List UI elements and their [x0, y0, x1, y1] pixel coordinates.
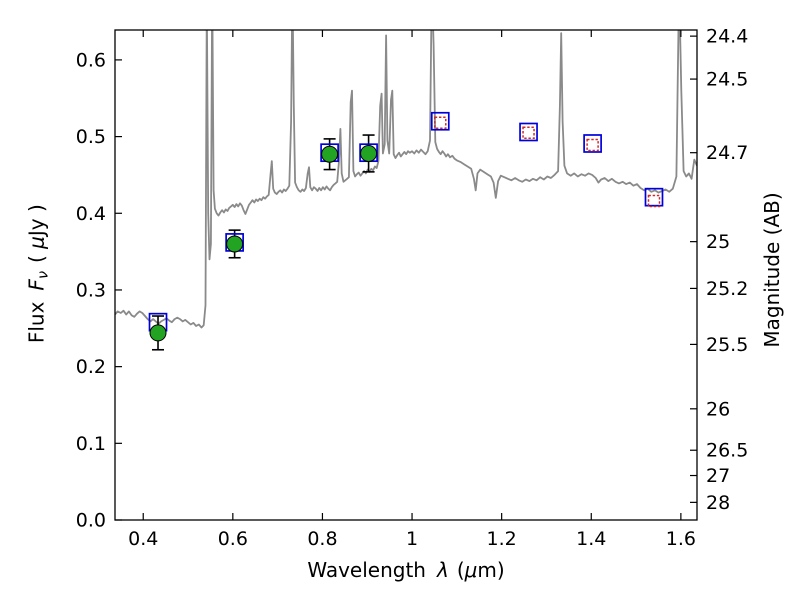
x-tick-label: 0.4: [128, 528, 158, 550]
x-axis-unit: (μm): [456, 558, 505, 582]
mu-symbol: μ: [464, 558, 478, 582]
y-tick-label-left: 0.5: [76, 126, 106, 148]
red-square-marker: [522, 126, 535, 140]
blue-square-marker: [644, 187, 664, 207]
blue-square-marker: [430, 111, 450, 131]
alt-band-squares: [434, 116, 661, 208]
y-tick-label-right: 24.4: [706, 26, 748, 48]
green-circle-marker: [321, 145, 339, 163]
nu-subscript: ν: [35, 271, 52, 280]
axis-tick-labels: 0.4 0.6 0.8 1 1.2 1.4 1.6 0.0 0.1 0.2 0.3 0.4 0.5 0.6…: [76, 26, 749, 550]
y-tick-label-right: 24.7: [706, 142, 748, 164]
left-y-axis-label: Flux Fν ( μJy ): [24, 74, 51, 474]
blue-square-marker: [583, 134, 602, 153]
lambda-symbol: λ: [436, 558, 449, 582]
x-tick-label: 1: [406, 528, 418, 550]
flux-symbol: F: [24, 279, 49, 291]
y-tick-label-right: 25.5: [706, 334, 748, 356]
y-tick-label-right: 24.5: [706, 69, 748, 91]
x-tick-label: 1.6: [666, 528, 696, 550]
y-tick-label-right: 28: [706, 492, 730, 514]
green-circle-marker: [226, 235, 244, 253]
y-tick-label-right: 27: [706, 465, 730, 487]
x-axis-label: Wavelength λ (μm): [206, 558, 606, 582]
observed-points: [149, 144, 378, 342]
x-tick-label: 0.6: [218, 528, 248, 550]
axes-frame: [114, 29, 698, 521]
y-tick-label-left: 0.2: [76, 356, 106, 378]
red-square-marker: [647, 194, 661, 208]
y-tick-label-left: 0.4: [76, 203, 106, 225]
x-tick-label: 1.4: [576, 528, 606, 550]
y-tick-label-right: 26.5: [706, 440, 748, 462]
flux-unit: ( μJy ): [24, 204, 49, 263]
green-circle-marker: [149, 324, 167, 342]
x-axis-label-word: Wavelength: [307, 558, 426, 582]
y-tick-label-left: 0.6: [76, 49, 106, 71]
axis-ticks: [115, 30, 697, 521]
y-tick-label-right: 25.2: [706, 278, 748, 300]
red-square-marker: [434, 116, 447, 130]
y-tick-label-left: 0.3: [76, 279, 106, 301]
y-tick-label-left: 0.0: [76, 510, 106, 532]
red-square-marker: [586, 138, 599, 152]
green-circle-marker: [360, 144, 378, 162]
mu-symbol: μ: [24, 236, 49, 249]
y-tick-label-left: 0.1: [76, 433, 106, 455]
y-tick-label-right: 25: [706, 231, 730, 253]
model-band-squares: [148, 111, 664, 332]
x-tick-label: 1.2: [487, 528, 517, 550]
flux-label-word: Flux: [24, 301, 49, 344]
x-tick-label: 0.8: [307, 528, 337, 550]
right-y-axis-label: Magnitude (AB): [760, 192, 784, 348]
y-tick-label-right: 26: [706, 398, 730, 420]
spectrum-line: [115, 30, 697, 329]
blue-square-marker: [519, 122, 538, 142]
